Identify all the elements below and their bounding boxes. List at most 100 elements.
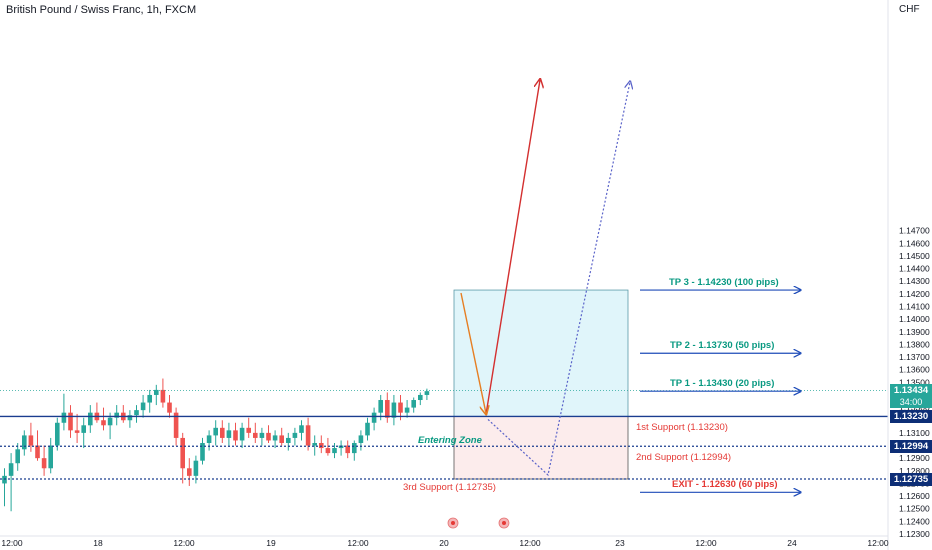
projection-arrows xyxy=(460,80,800,492)
candle xyxy=(299,420,304,441)
candle-body xyxy=(206,435,212,443)
candle-body xyxy=(28,435,34,446)
candle xyxy=(2,468,7,507)
candle xyxy=(411,397,416,413)
candle-body xyxy=(114,412,119,418)
candle-body xyxy=(365,422,370,436)
candle-body xyxy=(371,412,377,423)
candle xyxy=(8,453,14,512)
candle-body xyxy=(345,445,350,454)
candle-body xyxy=(418,394,423,401)
candle xyxy=(41,445,47,476)
candle-body xyxy=(292,432,298,438)
candle xyxy=(22,430,27,456)
candle-body xyxy=(173,412,179,438)
calendar-event-dot xyxy=(451,521,455,525)
candle xyxy=(418,392,423,406)
candle xyxy=(15,442,20,471)
candle xyxy=(68,405,73,438)
candle-body xyxy=(279,435,284,443)
support1-price-badge: 1.13230 xyxy=(890,409,932,423)
candle xyxy=(266,425,271,443)
candle-body xyxy=(8,463,14,476)
candle-body xyxy=(74,430,80,433)
candle-body xyxy=(127,415,133,421)
candle-body xyxy=(134,410,139,416)
y-tick-label: 1.13800 xyxy=(899,339,930,349)
x-tick-label: 18 xyxy=(93,538,103,548)
candle xyxy=(35,430,40,461)
candle-body xyxy=(160,389,166,403)
candle xyxy=(173,407,179,446)
candle-body xyxy=(68,412,73,431)
candle-body xyxy=(272,435,278,441)
y-tick-label: 1.13600 xyxy=(899,365,930,375)
candle-body xyxy=(404,407,410,413)
y-tick-label: 1.13900 xyxy=(899,327,930,337)
y-tick-label: 1.12300 xyxy=(899,529,930,539)
candle-body xyxy=(213,427,218,436)
candle xyxy=(94,402,100,423)
candle xyxy=(365,417,370,441)
candle-body xyxy=(358,435,364,443)
y-tick-label: 1.13700 xyxy=(899,352,930,362)
candle xyxy=(88,405,93,433)
candle-body xyxy=(259,432,265,438)
candle-body xyxy=(253,432,258,438)
candle xyxy=(239,422,245,449)
candle xyxy=(114,405,119,426)
candle xyxy=(312,435,317,456)
candle xyxy=(404,400,410,418)
candle xyxy=(55,417,60,451)
x-tick-label: 20 xyxy=(439,538,449,548)
candle-body xyxy=(312,442,317,446)
candle xyxy=(233,422,238,446)
currency-label: CHF xyxy=(899,4,920,15)
candle xyxy=(332,442,337,459)
candle xyxy=(101,407,106,431)
support-levels xyxy=(0,390,888,480)
candle xyxy=(286,432,291,451)
candle-body xyxy=(81,425,86,433)
current-price-badge: 1.13434 xyxy=(890,383,932,397)
x-tick-label: 12:00 xyxy=(519,538,541,548)
candle-body xyxy=(187,468,192,476)
alternative-path-arrow xyxy=(487,82,630,477)
candle-body xyxy=(147,394,152,403)
candle-body xyxy=(246,427,251,433)
calendar-event-dot xyxy=(502,521,506,525)
exit-label: EXIT - 1.12630 (60 pips) xyxy=(672,479,778,491)
candle-body xyxy=(61,412,67,423)
y-tick-label: 1.14500 xyxy=(899,251,930,261)
candle xyxy=(74,413,80,443)
candle-body xyxy=(140,402,146,411)
price-axis: 1.123001.124001.125001.126001.127001.128… xyxy=(887,0,930,550)
candle xyxy=(213,420,218,446)
candle-body xyxy=(319,442,324,449)
y-tick-label: 1.14600 xyxy=(899,238,930,248)
candle xyxy=(140,394,146,418)
candle xyxy=(193,455,199,484)
candle xyxy=(338,440,344,456)
candle-body xyxy=(398,402,403,413)
candle-body xyxy=(35,445,40,459)
candle-body xyxy=(48,445,53,469)
candle xyxy=(226,422,232,446)
candle-body xyxy=(167,402,172,413)
candle-body xyxy=(226,430,232,438)
candle xyxy=(391,394,397,426)
candle xyxy=(121,405,126,423)
support1-label: 1st Support (1.13230) xyxy=(636,422,728,434)
y-tick-label: 1.14000 xyxy=(899,314,930,324)
y-tick-label: 1.12500 xyxy=(899,504,930,514)
candle-body xyxy=(266,432,271,441)
x-tick-label: 12:00 xyxy=(173,538,195,548)
candle-body xyxy=(352,442,357,454)
y-tick-label: 1.12400 xyxy=(899,516,930,526)
candle-body xyxy=(200,442,205,461)
candle xyxy=(180,432,185,484)
tp3-label: TP 3 - 1.14230 (100 pips) xyxy=(669,277,779,289)
support2-label: 2nd Support (1.12994) xyxy=(636,452,732,464)
tp2-label: TP 2 - 1.13730 (50 pips) xyxy=(670,340,775,352)
